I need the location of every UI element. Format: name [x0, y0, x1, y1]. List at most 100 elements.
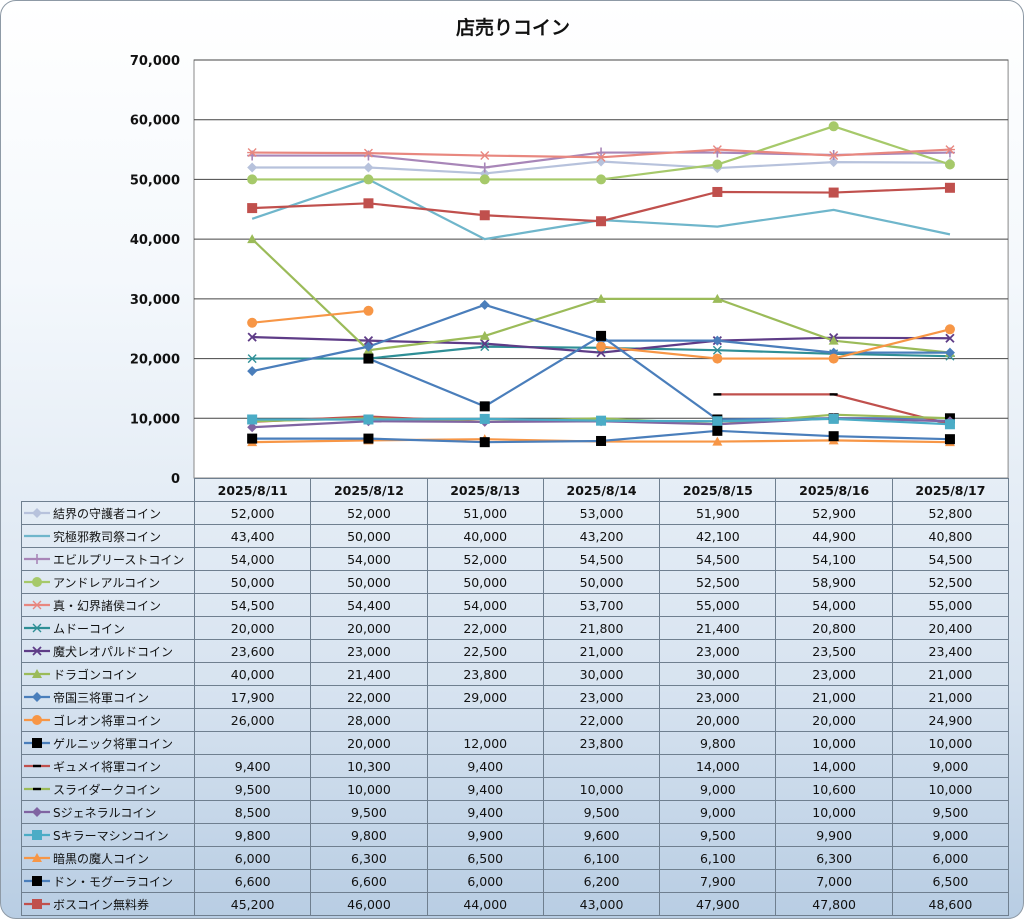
data-point [247, 422, 258, 433]
data-label: 54,400 [310, 593, 428, 617]
data-label: 50,000 [310, 570, 428, 594]
chart-title: 店売りコイン [455, 17, 570, 39]
data-label: 6,100 [542, 846, 661, 870]
series-line-9 [252, 309, 369, 324]
legend-entry: ドン・モグーラコイン [21, 869, 195, 893]
data-label: 6,600 [310, 869, 428, 893]
legend-entry: 帝国三将軍コイン [21, 685, 195, 709]
data-label: 21,000 [775, 685, 893, 709]
legend-key-icon [24, 534, 50, 538]
legend-entry: 真・幻界諸侯コイン [21, 593, 195, 617]
data-label: 10,300 [310, 754, 428, 778]
data-label: 9,000 [891, 823, 1010, 847]
data-point [363, 336, 374, 346]
data-point [32, 600, 42, 610]
data-label: 21,000 [891, 685, 1010, 709]
data-point [829, 393, 838, 396]
data-point [712, 159, 723, 170]
data-label: 22,500 [426, 639, 544, 663]
data-label: 10,000 [891, 731, 1010, 755]
data-label: 23,600 [193, 639, 312, 663]
data-label: 10,000 [542, 777, 661, 801]
data-point [712, 416, 723, 427]
x-tick-label: 2025/8/11 [193, 478, 312, 502]
data-point [828, 335, 839, 345]
data-point [596, 216, 607, 227]
data-label: 10,000 [891, 777, 1010, 801]
legend-entry: 魔犬レオパルドコイン [21, 639, 195, 663]
x-tick-label: 2025/8/15 [659, 478, 777, 502]
data-label: 54,500 [891, 547, 1010, 571]
data-label: 20,000 [659, 708, 777, 732]
data-label: 17,900 [193, 685, 312, 709]
legend-entry: 暗黒の魔人コイン [21, 846, 195, 870]
legend-label: 暗黒の魔人コイン [53, 851, 150, 866]
data-point [712, 293, 723, 303]
data-point [363, 305, 374, 316]
data-label: 10,000 [775, 800, 893, 824]
data-point [32, 899, 42, 909]
data-point [33, 764, 41, 768]
table-row: ギュメイ将軍コイン 9,400 10,300 9,400 14,000 14,000 9,0… [21, 754, 1010, 778]
data-label: 48,600 [891, 892, 1010, 916]
legend-label: ギュメイ将軍コイン [53, 759, 162, 774]
data-point [596, 147, 607, 158]
data-label [426, 708, 544, 732]
data-label: 23,800 [426, 662, 544, 686]
data-label: 22,000 [310, 685, 428, 709]
data-point [828, 431, 839, 442]
data-label: 53,700 [542, 593, 661, 617]
data-label: 54,000 [426, 593, 544, 617]
data-label: 23,400 [891, 639, 1010, 663]
legend-entry: スライダークコイン [21, 777, 195, 801]
data-point [247, 414, 258, 425]
data-label: 54,000 [193, 547, 312, 571]
data-point [479, 210, 490, 221]
legend-label: ドン・モグーラコイン [53, 874, 174, 889]
data-label: 54,000 [310, 547, 428, 571]
data-label: 24,900 [891, 708, 1010, 732]
data-point [944, 159, 955, 170]
data-label: 6,200 [542, 869, 661, 893]
legend-entry: ボスコイン無料券 [21, 892, 195, 916]
data-label: 22,000 [542, 708, 661, 732]
legend-entry: ギュメイ将軍コイン [21, 754, 195, 778]
data-label: 53,000 [542, 501, 661, 525]
legend-key-icon [24, 669, 50, 678]
data-point [712, 186, 723, 197]
data-point [944, 145, 955, 155]
data-label: 52,000 [426, 547, 544, 571]
legend-label: ゲルニック将軍コイン [53, 736, 174, 751]
data-label: 51,900 [659, 501, 777, 525]
data-label: 55,000 [891, 593, 1010, 617]
data-label: 58,900 [775, 570, 893, 594]
data-label: 6,100 [659, 846, 777, 870]
data-point [712, 345, 723, 355]
data-point [363, 433, 374, 444]
data-label: 50,000 [542, 570, 661, 594]
data-table: 2025/8/11 2025/8/12 2025/8/13 2025/8/14 2025… [21, 478, 1010, 916]
table-row: 結界の守護者コイン 52,000 52,000 51,000 53,000 51,900 5… [21, 501, 1010, 525]
data-label: 9,800 [310, 823, 428, 847]
table-row: 暗黒の魔人コイン 6,000 6,300 6,500 6,100 6,100 6,300 6,… [21, 846, 1010, 870]
data-label: 6,500 [891, 869, 1010, 893]
legend-key-icon [24, 715, 50, 725]
x-tick-label: 2025/8/14 [542, 478, 661, 502]
data-point [944, 324, 955, 335]
data-label: 20,000 [310, 731, 428, 755]
data-label: 50,000 [193, 570, 312, 594]
data-label: 51,000 [426, 501, 544, 525]
table-row: エビルプリーストコイン 54,000 54,000 52,000 54,500 54,50… [21, 547, 1010, 571]
data-label: 20,000 [193, 616, 312, 640]
legend-entry: Sジェネラルコイン [21, 800, 195, 824]
data-label: 29,000 [426, 685, 544, 709]
legend-key-icon [24, 738, 50, 748]
data-label: 40,000 [426, 524, 544, 548]
legend-key-icon [24, 577, 50, 587]
legend-label: ムドーコイン [53, 621, 126, 636]
data-point [32, 577, 42, 587]
table-row: スライダークコイン 9,500 10,000 9,400 10,000 9,000 10,6… [21, 777, 1010, 801]
data-label: 45,200 [193, 892, 312, 916]
y-tick-label: 60,000 [130, 114, 180, 129]
legend-label: 究極邪教司祭コイン [53, 529, 162, 544]
